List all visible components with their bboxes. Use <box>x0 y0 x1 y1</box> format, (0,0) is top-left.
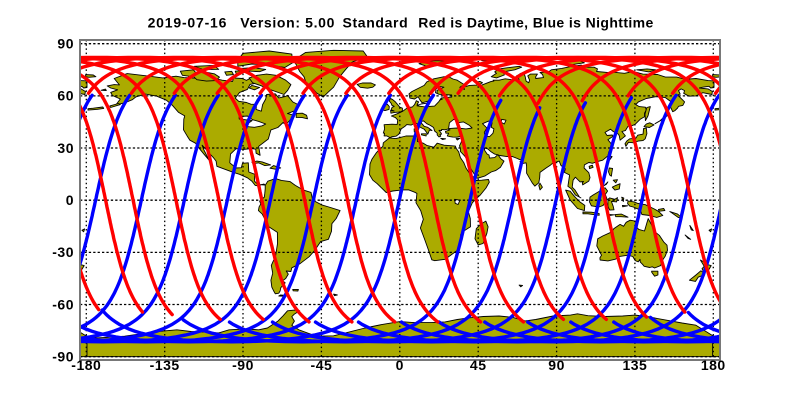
svg-text:-45: -45 <box>311 357 333 373</box>
svg-text:-30: -30 <box>52 244 74 260</box>
svg-text:-180: -180 <box>71 357 101 373</box>
svg-text:Red is Daytime, Blue is Nightt: Red is Daytime, Blue is Nighttime <box>418 15 653 31</box>
svg-text:45: 45 <box>470 357 487 373</box>
svg-text:0: 0 <box>66 192 74 208</box>
svg-text:-135: -135 <box>150 357 180 373</box>
svg-text:30: 30 <box>57 140 74 156</box>
svg-text:90: 90 <box>548 357 565 373</box>
svg-text:60: 60 <box>57 88 74 104</box>
svg-text:0: 0 <box>396 357 404 373</box>
svg-text:-90: -90 <box>232 357 254 373</box>
svg-text:135: 135 <box>622 357 647 373</box>
svg-text:180: 180 <box>701 357 726 373</box>
svg-text:2019-07-16: 2019-07-16 <box>148 15 228 31</box>
svg-text:-90: -90 <box>52 349 74 365</box>
svg-text:Standard: Standard <box>343 15 409 31</box>
svg-text:-60: -60 <box>52 296 74 312</box>
svg-text:Version: 5.00: Version: 5.00 <box>240 15 335 31</box>
svg-text:90: 90 <box>57 36 74 52</box>
